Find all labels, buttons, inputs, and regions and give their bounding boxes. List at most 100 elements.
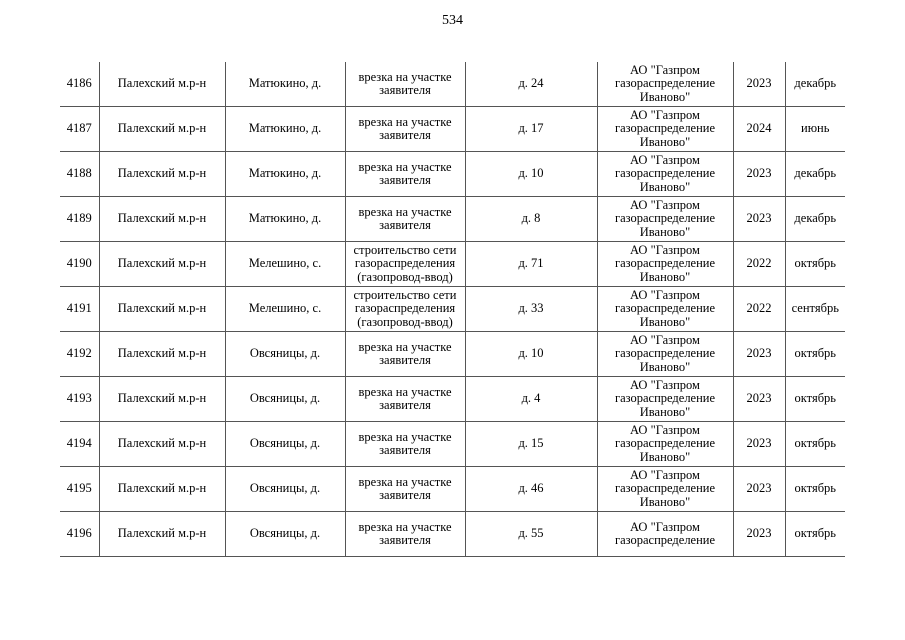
cell-year: 2022 bbox=[732, 286, 786, 332]
cell-row-number: 4194 bbox=[60, 421, 100, 467]
table-row: 4191 Палехский м.р-н Мелешино, с. строитель… bbox=[60, 286, 845, 332]
table-row: 4186 Палехский м.р-н Матюкино, д. врезка на… bbox=[60, 62, 845, 107]
table-row: 4196 Палехский м.р-н Овсяницы, д. врезка на… bbox=[60, 511, 845, 557]
cell-row-number: 4195 bbox=[60, 466, 100, 512]
cell-month: июнь bbox=[784, 106, 845, 152]
cell-year: 2023 bbox=[732, 421, 786, 467]
cell-address: д. 71 bbox=[464, 241, 598, 287]
gasification-table: 4186 Палехский м.р-н Матюкино, д. врезка на… bbox=[60, 62, 845, 557]
cell-work-type: врезка на участке заявителя bbox=[344, 106, 466, 152]
cell-work-type: врезка на участке заявителя bbox=[344, 62, 466, 107]
cell-settlement: Овсяницы, д. bbox=[224, 331, 346, 377]
cell-address: д. 55 bbox=[464, 511, 598, 557]
cell-year: 2023 bbox=[732, 466, 786, 512]
cell-row-number: 4193 bbox=[60, 376, 100, 422]
cell-address: д. 46 bbox=[464, 466, 598, 512]
table-row: 4187 Палехский м.р-н Матюкино, д. врезка на… bbox=[60, 106, 845, 152]
cell-settlement: Матюкино, д. bbox=[224, 106, 346, 152]
cell-month: октябрь bbox=[784, 421, 845, 467]
cell-settlement: Овсяницы, д. bbox=[224, 511, 346, 557]
table-row: 4195 Палехский м.р-н Овсяницы, д. врезка на… bbox=[60, 466, 845, 512]
cell-settlement: Овсяницы, д. bbox=[224, 466, 346, 512]
table-row: 4188 Палехский м.р-н Матюкино, д. врезка на… bbox=[60, 151, 845, 197]
cell-work-type: строительство сети газораспределения (га… bbox=[344, 286, 466, 332]
cell-organization: АО "Газпром газораспределение Иваново" bbox=[596, 376, 734, 422]
cell-work-type: строительство сети газораспределения (га… bbox=[344, 241, 466, 287]
cell-work-type: врезка на участке заявителя bbox=[344, 376, 466, 422]
cell-work-type: врезка на участке заявителя bbox=[344, 151, 466, 197]
cell-district: Палехский м.р-н bbox=[98, 151, 226, 197]
cell-row-number: 4196 bbox=[60, 511, 100, 557]
cell-year: 2023 bbox=[732, 151, 786, 197]
cell-settlement: Матюкино, д. bbox=[224, 62, 346, 107]
cell-work-type: врезка на участке заявителя bbox=[344, 466, 466, 512]
cell-work-type: врезка на участке заявителя bbox=[344, 331, 466, 377]
cell-year: 2023 bbox=[732, 376, 786, 422]
cell-address: д. 33 bbox=[464, 286, 598, 332]
cell-settlement: Мелешино, с. bbox=[224, 241, 346, 287]
cell-district: Палехский м.р-н bbox=[98, 62, 226, 107]
cell-year: 2024 bbox=[732, 106, 786, 152]
cell-address: д. 4 bbox=[464, 376, 598, 422]
cell-district: Палехский м.р-н bbox=[98, 511, 226, 557]
cell-row-number: 4186 bbox=[60, 62, 100, 107]
cell-district: Палехский м.р-н bbox=[98, 286, 226, 332]
cell-organization: АО "Газпром газораспределение Иваново" bbox=[596, 196, 734, 242]
cell-month: декабрь bbox=[784, 151, 845, 197]
cell-district: Палехский м.р-н bbox=[98, 421, 226, 467]
cell-organization: АО "Газпром газораспределение Иваново" bbox=[596, 241, 734, 287]
cell-organization: АО "Газпром газораспределение bbox=[596, 511, 734, 557]
cell-work-type: врезка на участке заявителя bbox=[344, 196, 466, 242]
cell-organization: АО "Газпром газораспределение Иваново" bbox=[596, 151, 734, 197]
cell-row-number: 4191 bbox=[60, 286, 100, 332]
cell-month: декабрь bbox=[784, 196, 845, 242]
cell-settlement: Овсяницы, д. bbox=[224, 376, 346, 422]
cell-district: Палехский м.р-н bbox=[98, 376, 226, 422]
cell-district: Палехский м.р-н bbox=[98, 196, 226, 242]
cell-address: д. 8 bbox=[464, 196, 598, 242]
cell-year: 2023 bbox=[732, 196, 786, 242]
cell-month: октябрь bbox=[784, 511, 845, 557]
table-row: 4192 Палехский м.р-н Овсяницы, д. врезка на… bbox=[60, 331, 845, 377]
cell-organization: АО "Газпром газораспределение Иваново" bbox=[596, 466, 734, 512]
cell-row-number: 4192 bbox=[60, 331, 100, 377]
page-number: 534 bbox=[442, 13, 463, 28]
cell-month: октябрь bbox=[784, 376, 845, 422]
cell-row-number: 4187 bbox=[60, 106, 100, 152]
cell-year: 2022 bbox=[732, 241, 786, 287]
cell-district: Палехский м.р-н bbox=[98, 466, 226, 512]
cell-year: 2023 bbox=[732, 331, 786, 377]
cell-district: Палехский м.р-н bbox=[98, 241, 226, 287]
cell-organization: АО "Газпром газораспределение Иваново" bbox=[596, 62, 734, 107]
cell-settlement: Матюкино, д. bbox=[224, 151, 346, 197]
cell-month: октябрь bbox=[784, 466, 845, 512]
cell-row-number: 4188 bbox=[60, 151, 100, 197]
cell-address: д. 10 bbox=[464, 151, 598, 197]
cell-year: 2023 bbox=[732, 511, 786, 557]
cell-work-type: врезка на участке заявителя bbox=[344, 421, 466, 467]
cell-settlement: Матюкино, д. bbox=[224, 196, 346, 242]
table-row: 4194 Палехский м.р-н Овсяницы, д. врезка на… bbox=[60, 421, 845, 467]
cell-month: декабрь bbox=[784, 62, 845, 107]
cell-address: д. 17 bbox=[464, 106, 598, 152]
cell-row-number: 4190 bbox=[60, 241, 100, 287]
cell-address: д. 15 bbox=[464, 421, 598, 467]
cell-work-type: врезка на участке заявителя bbox=[344, 511, 466, 557]
cell-year: 2023 bbox=[732, 62, 786, 107]
cell-district: Палехский м.р-н bbox=[98, 331, 226, 377]
cell-month: октябрь bbox=[784, 331, 845, 377]
cell-organization: АО "Газпром газораспределение Иваново" bbox=[596, 286, 734, 332]
cell-address: д. 24 bbox=[464, 62, 598, 107]
table-row: 4189 Палехский м.р-н Матюкино, д. врезка на… bbox=[60, 196, 845, 242]
cell-settlement: Овсяницы, д. bbox=[224, 421, 346, 467]
table-row: 4193 Палехский м.р-н Овсяницы, д. врезка на… bbox=[60, 376, 845, 422]
cell-address: д. 10 bbox=[464, 331, 598, 377]
cell-month: октябрь bbox=[784, 241, 845, 287]
cell-organization: АО "Газпром газораспределение Иваново" bbox=[596, 106, 734, 152]
table-row: 4190 Палехский м.р-н Мелешино, с. строитель… bbox=[60, 241, 845, 287]
cell-row-number: 4189 bbox=[60, 196, 100, 242]
cell-settlement: Мелешино, с. bbox=[224, 286, 346, 332]
cell-district: Палехский м.р-н bbox=[98, 106, 226, 152]
cell-organization: АО "Газпром газораспределение Иваново" bbox=[596, 331, 734, 377]
cell-organization: АО "Газпром газораспределение Иваново" bbox=[596, 421, 734, 467]
